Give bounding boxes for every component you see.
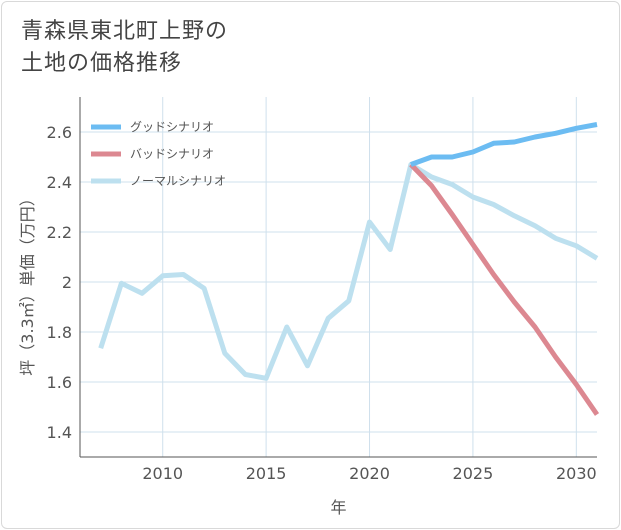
x-axis-label: 年 <box>330 498 346 517</box>
legend-label-1: バッドシナリオ <box>130 147 214 161</box>
y-tick-label: 2.6 <box>47 123 72 142</box>
x-tick-label: 2020 <box>349 464 390 483</box>
chart-title-line-2: 土地の価格推移 <box>21 51 183 76</box>
y-tick-label: 2.2 <box>47 223 72 242</box>
chart-title-line-1: 青森県東北町上野の <box>21 19 229 44</box>
chart-title: 青森県東北町上野の 土地の価格推移 <box>21 16 228 80</box>
legend-label-2: ノーマルシナリオ <box>130 174 226 188</box>
y-tick-label: 1.6 <box>47 373 72 392</box>
x-tick-label: 2015 <box>246 464 287 483</box>
x-tick-label: 2030 <box>556 464 597 483</box>
legend-label-0: グッドシナリオ <box>130 120 214 134</box>
y-tick-label: 1.4 <box>47 423 72 442</box>
plot-frame <box>79 97 597 458</box>
series-line-0 <box>410 122 598 167</box>
y-axis-label: 坪（3.3㎡）単価（万円） <box>18 190 37 375</box>
tick-labels: 2010 2015 2020 2025 2030 1.4 1.6 1.8 2 2.2 2.4 2.6 <box>47 123 597 483</box>
x-tick-label: 2025 <box>453 464 494 483</box>
series-line-1 <box>409 162 600 416</box>
y-tick-label: 2 <box>62 273 72 292</box>
series-lines <box>98 122 600 416</box>
y-tick-label: 1.8 <box>47 323 72 342</box>
y-tick-label: 2.4 <box>47 173 72 192</box>
series-line-2 <box>98 162 599 381</box>
x-tick-label: 2010 <box>142 464 183 483</box>
grid-lines <box>80 97 597 457</box>
